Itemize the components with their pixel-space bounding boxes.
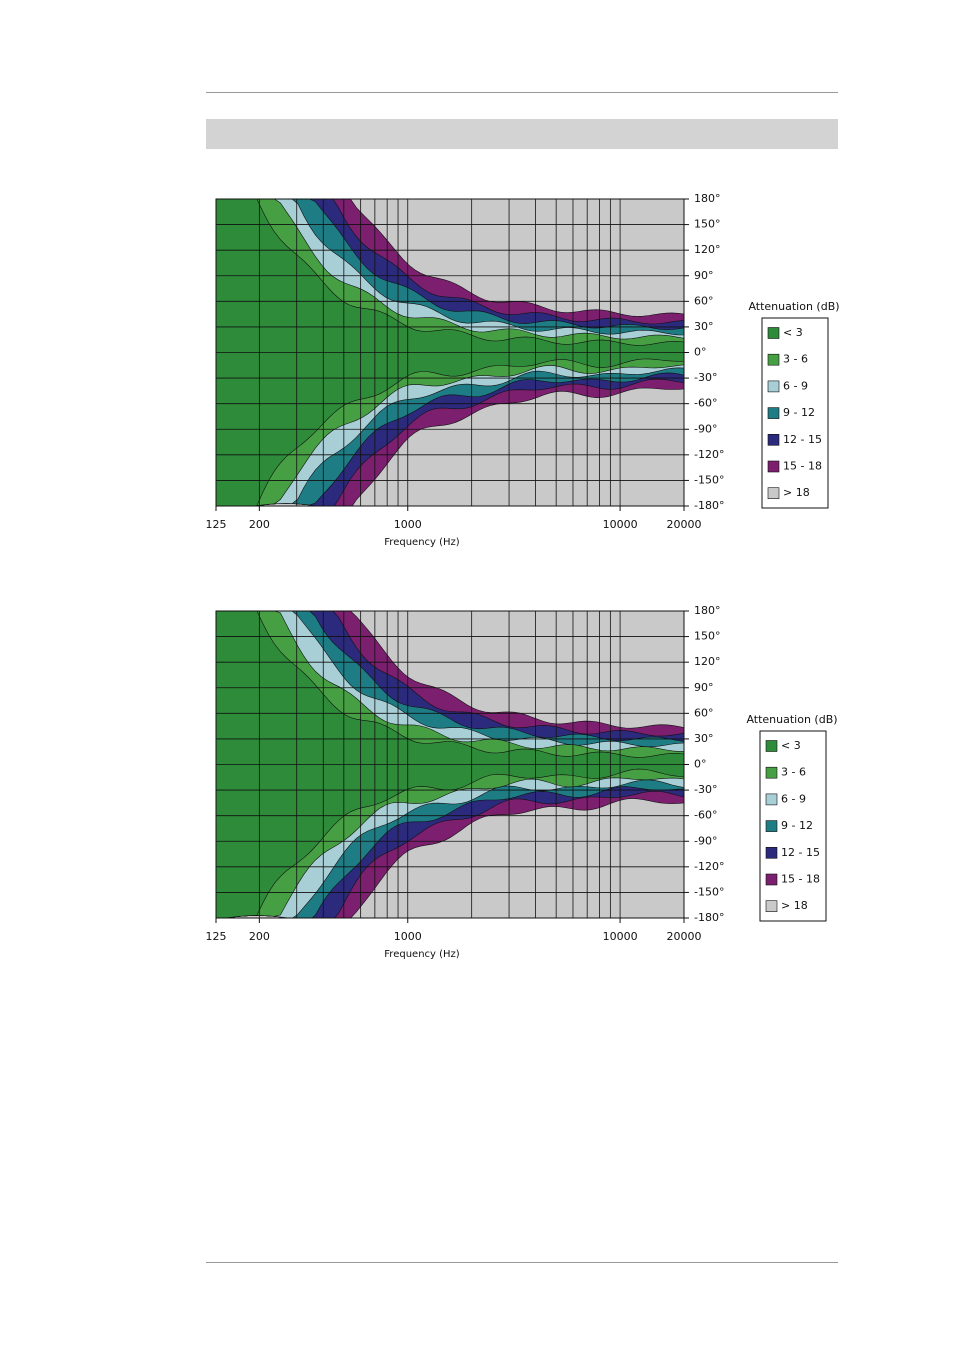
- legend-swatch: [765, 900, 778, 913]
- chart: 180° 150° 120° 90° 60° 30° 0° -30° -60° -90° -120°…: [206, 192, 840, 548]
- section-bar: [206, 119, 838, 149]
- y-tick-label: 30°: [694, 320, 714, 333]
- legend-label: < 3: [781, 739, 801, 752]
- x-tick-label: 125: [206, 518, 227, 531]
- y-tick-label: 180°: [694, 192, 721, 205]
- x-tick-label: 20000: [667, 518, 702, 531]
- y-tick-label: 0°: [694, 758, 707, 771]
- y-tick-label: -90°: [694, 422, 717, 435]
- legend-label: > 18: [781, 899, 808, 912]
- legend-swatch: [765, 793, 778, 806]
- legend-swatch: [767, 433, 780, 446]
- legend-title: Attenuation (dB): [746, 713, 837, 726]
- y-tick-label: 60°: [694, 706, 714, 719]
- legend-label: < 3: [783, 326, 803, 339]
- y-tick-label: -180°: [694, 911, 724, 924]
- y-tick-label: -150°: [694, 885, 724, 898]
- legend-label: 12 - 15: [783, 433, 822, 446]
- y-tick-label: 0°: [694, 346, 707, 359]
- legend-label: 6 - 9: [783, 379, 808, 392]
- legend-label: 3 - 6: [781, 766, 806, 779]
- x-axis-label: Frequency (Hz): [384, 949, 460, 960]
- x-tick-label: 10000: [603, 518, 638, 531]
- legend-swatch: [765, 846, 778, 859]
- y-tick-label: 90°: [694, 681, 714, 694]
- legend-swatch: [767, 327, 780, 339]
- legend-title: Attenuation (dB): [748, 300, 839, 313]
- legend-swatch: [767, 380, 780, 393]
- y-tick-label: 120°: [694, 655, 721, 668]
- y-tick-label: -120°: [694, 860, 724, 873]
- y-tick-label: 120°: [694, 243, 721, 256]
- y-tick-label: 150°: [694, 218, 721, 231]
- legend-swatch: [767, 353, 780, 366]
- y-tick-label: -120°: [694, 448, 724, 461]
- legend-label: 15 - 18: [781, 873, 820, 886]
- legend-label: 9 - 12: [781, 819, 813, 832]
- y-tick-label: -60°: [694, 809, 717, 822]
- legend-label: 9 - 12: [783, 406, 815, 419]
- legend-label: 3 - 6: [783, 353, 808, 366]
- legend-swatch: [767, 460, 780, 473]
- x-tick-label: 20000: [667, 930, 702, 943]
- legend-label: 6 - 9: [781, 792, 806, 805]
- legend-swatch: [765, 740, 778, 752]
- y-tick-label: 180°: [694, 604, 721, 617]
- y-tick-label: 30°: [694, 732, 714, 745]
- legend-swatch: [767, 487, 780, 500]
- y-tick-label: -150°: [694, 473, 724, 486]
- x-tick-label: 200: [249, 518, 270, 531]
- legend-swatch: [765, 873, 778, 886]
- x-tick-label: 1000: [394, 930, 422, 943]
- y-tick-label: -180°: [694, 499, 724, 512]
- x-tick-label: 1000: [394, 518, 422, 531]
- legend-swatch: [765, 820, 778, 832]
- y-tick-label: 90°: [694, 269, 714, 282]
- x-tick-label: 125: [206, 930, 227, 943]
- x-tick-label: 200: [249, 930, 270, 943]
- y-tick-label: 150°: [694, 630, 721, 643]
- chart: 180° 150° 120° 90° 60° 30° 0° -30° -60° -90° -120°…: [206, 604, 838, 960]
- legend-label: > 18: [783, 486, 810, 499]
- legend-label: 12 - 15: [781, 846, 820, 859]
- legend-label: 15 - 18: [783, 460, 822, 473]
- y-tick-label: -90°: [694, 834, 717, 847]
- legend-swatch: [767, 407, 780, 419]
- x-tick-label: 10000: [603, 930, 638, 943]
- y-tick-label: -30°: [694, 371, 717, 384]
- y-tick-label: -60°: [694, 397, 717, 410]
- y-tick-label: -30°: [694, 783, 717, 796]
- y-tick-label: 60°: [694, 294, 714, 307]
- x-axis-label: Frequency (Hz): [384, 537, 460, 548]
- legend-swatch: [765, 766, 778, 779]
